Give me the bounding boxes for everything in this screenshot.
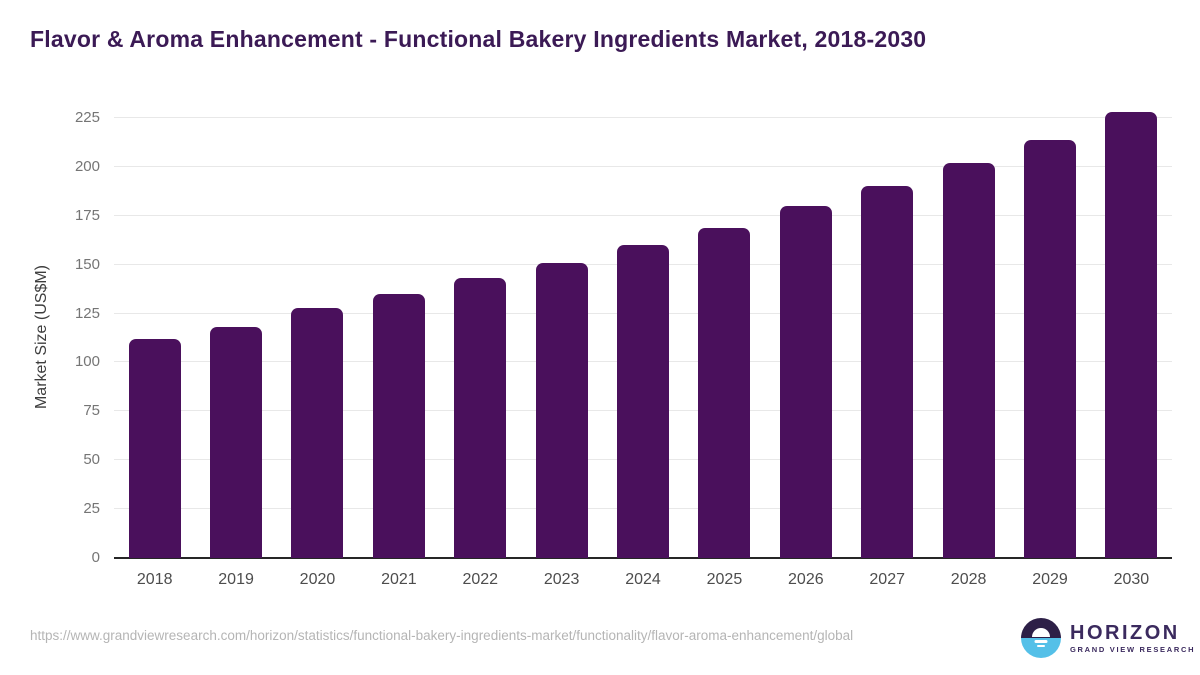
logo-text: HORIZON GRAND VIEW RESEARCH (1070, 623, 1195, 654)
x-tick-label: 2018 (136, 571, 173, 588)
y-tick-label: 75 (83, 402, 100, 420)
x-tick-label: 2026 (788, 571, 824, 588)
bar-column (195, 90, 276, 558)
y-tick-label: 0 (91, 549, 100, 566)
y-tick-label: 25 (83, 500, 100, 518)
bar-2022 (454, 278, 507, 558)
bar-column (847, 90, 928, 558)
bar-column (358, 90, 439, 558)
gridline (114, 214, 1172, 216)
x-tick-label: 2028 (950, 571, 987, 588)
x-tick-label: 2022 (462, 571, 499, 588)
y-tick-label: 175 (74, 206, 100, 224)
x-tick-label: 2029 (1032, 571, 1068, 588)
bar-2030 (1105, 112, 1158, 558)
gridline (114, 117, 1172, 118)
y-tick-label: 200 (74, 157, 100, 175)
x-tick-label: 2020 (299, 571, 336, 588)
source-url: https://www.grandviewresearch.com/horizo… (30, 628, 854, 643)
bar-2024 (617, 245, 670, 558)
bar-2020 (291, 307, 344, 558)
bar-column (602, 90, 683, 558)
bar-2028 (942, 162, 995, 558)
bars-container (114, 90, 1172, 558)
y-tick-label: 100 (74, 353, 100, 371)
bar-column (440, 90, 521, 558)
sunrise-ray-icon (1037, 645, 1045, 647)
x-tick-label: 2025 (706, 571, 743, 588)
y-axis-ticks: 0 25 50 75 100 125 150 175 200 225 (0, 90, 100, 566)
bar-column (928, 90, 1009, 558)
x-tick-label: 2024 (625, 571, 661, 588)
horizon-logo: HORIZON GRAND VIEW RESEARCH (1021, 618, 1195, 658)
y-tick-label: 225 (74, 109, 100, 126)
bar-2025 (698, 227, 751, 558)
sunrise-ray-icon (1034, 640, 1048, 643)
page-title: Flavor & Aroma Enhancement - Functional … (30, 26, 927, 52)
bar-2026 (779, 206, 832, 558)
bar-2023 (535, 262, 588, 558)
bar-column (277, 90, 358, 558)
x-tick-label: 2021 (381, 571, 417, 588)
bar-2019 (210, 327, 263, 558)
bar-column (521, 90, 602, 558)
x-tick-label: 2023 (543, 571, 580, 588)
y-tick-label: 150 (74, 255, 100, 273)
horizon-logo-icon (1021, 618, 1061, 658)
logo-subtitle: GRAND VIEW RESEARCH (1070, 644, 1196, 654)
bar-column (684, 90, 765, 558)
bar-2018 (128, 338, 181, 558)
x-axis-labels: 2018 2019 2020 2021 2022 2023 2024 2025 2026 2027… (114, 571, 1172, 589)
plot-area: 2018 2019 2020 2021 2022 2023 2024 2025 2026 2027… (114, 90, 1172, 588)
sunrise-dome-icon (1032, 628, 1050, 637)
x-tick-label: 2030 (1113, 571, 1150, 588)
bar-2029 (1023, 139, 1076, 558)
y-tick-label: 50 (83, 451, 100, 469)
bar-column (1009, 90, 1090, 558)
bar-column (114, 90, 195, 558)
logo-title: HORIZON (1070, 621, 1180, 644)
y-tick-label: 125 (74, 304, 100, 322)
x-tick-label: 2019 (218, 571, 254, 588)
bar-2021 (372, 294, 425, 558)
x-tick-label: 2027 (869, 571, 905, 588)
bar-column (765, 90, 846, 558)
x-axis-line (114, 557, 1172, 559)
gridline (114, 165, 1172, 167)
bar-column (1091, 90, 1172, 558)
bar-2027 (861, 186, 914, 558)
